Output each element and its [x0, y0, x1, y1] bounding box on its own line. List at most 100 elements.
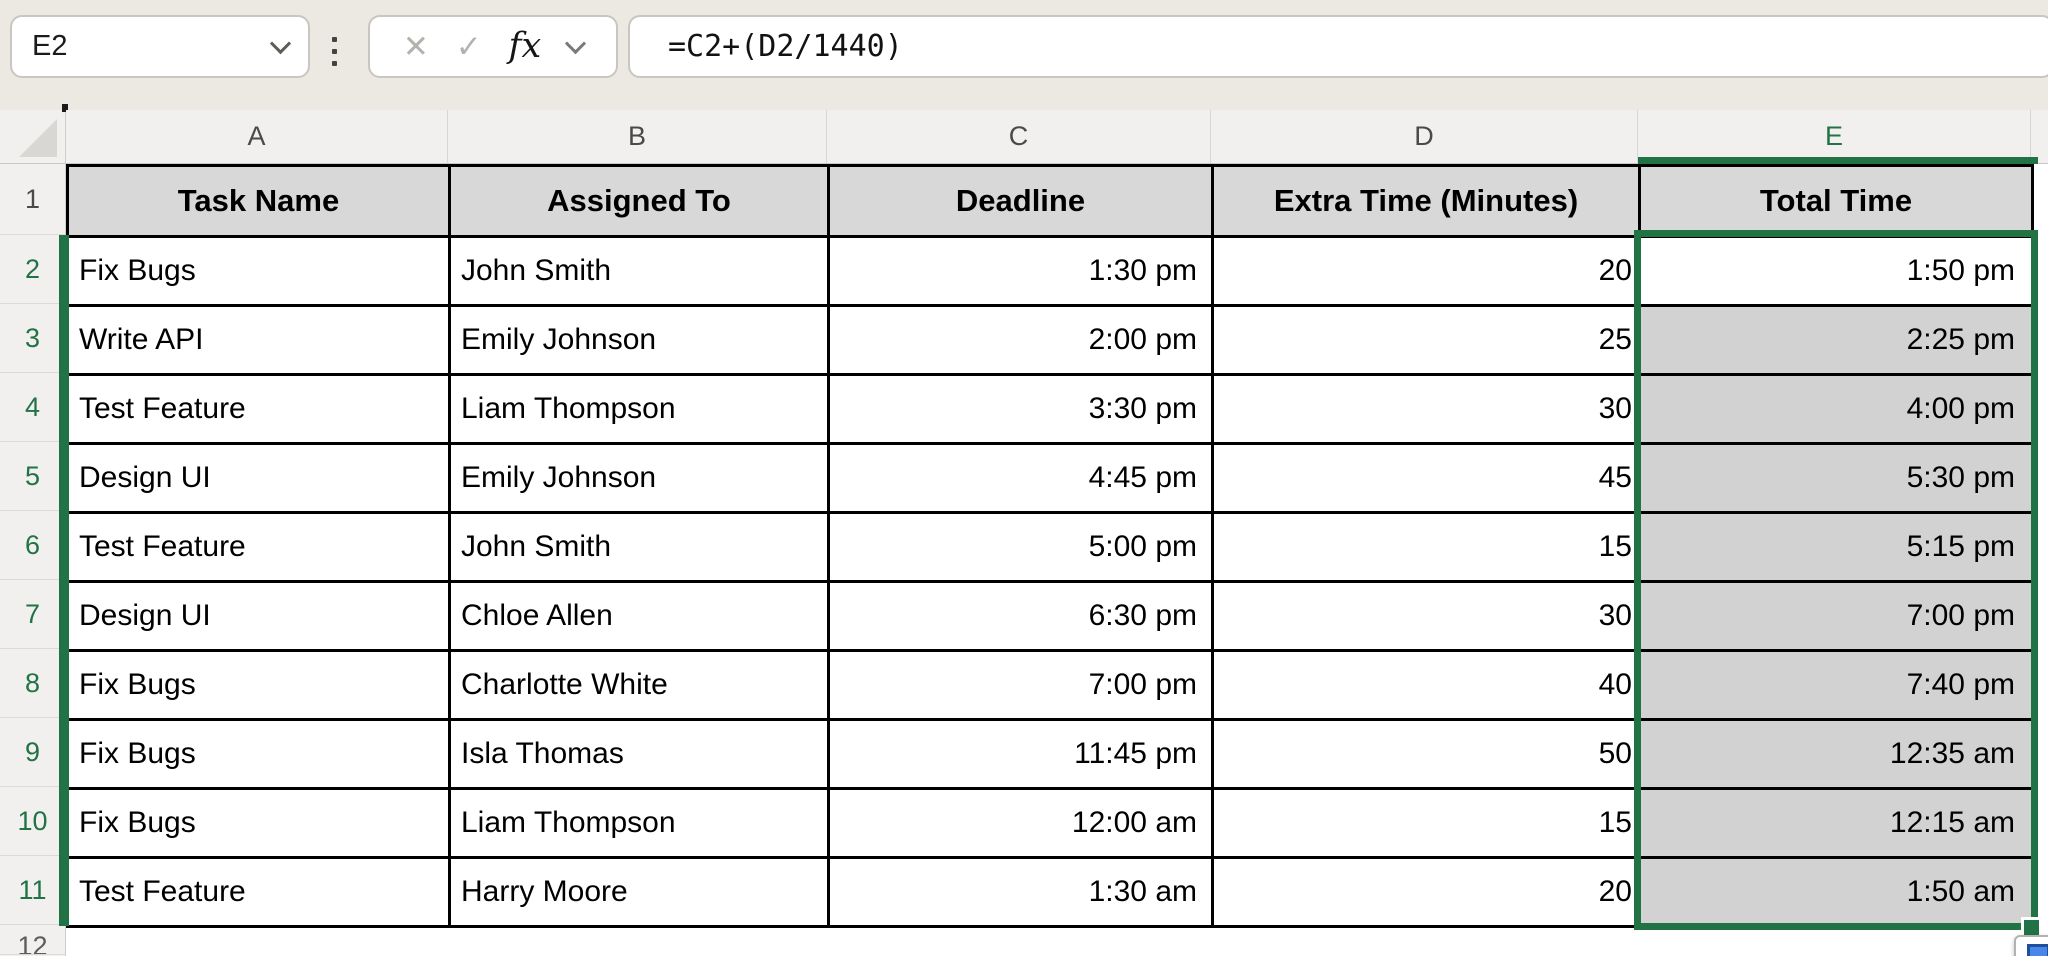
- cell-C6[interactable]: 5:00 pm: [827, 511, 1214, 583]
- name-box-value: E2: [32, 30, 68, 62]
- cell-E11[interactable]: 1:50 am: [1638, 856, 2034, 928]
- cell-C11[interactable]: 1:30 am: [827, 856, 1214, 928]
- table-row-2: Fix Bugs John Smith 1:30 pm 20 1:50 pm: [66, 235, 2034, 307]
- header-cell-D1[interactable]: Extra Time (Minutes): [1211, 164, 1641, 238]
- cell-C5[interactable]: 4:45 pm: [827, 442, 1214, 514]
- formula-text: =C2+(D2/1440): [668, 29, 903, 64]
- table-row-8: Fix Bugs Charlotte White 7:00 pm 40 7:40 pm: [66, 649, 2034, 721]
- row-header-12[interactable]: 12: [0, 925, 65, 955]
- function-chevron-icon[interactable]: [565, 33, 587, 55]
- cell-A3[interactable]: Write API: [66, 304, 451, 376]
- table-row-11: Test Feature Harry Moore 1:30 am 20 1:50 am: [66, 856, 2034, 928]
- row-header-3[interactable]: 3: [0, 304, 65, 373]
- cell-D9[interactable]: 50: [1211, 718, 1641, 790]
- cell-E10[interactable]: 12:15 am: [1638, 787, 2034, 859]
- cell-C3[interactable]: 2:00 pm: [827, 304, 1214, 376]
- selected-column-underline: [1638, 157, 2038, 164]
- row-header-4[interactable]: 4: [0, 373, 65, 442]
- cell-D6[interactable]: 15: [1211, 511, 1641, 583]
- cell-D3[interactable]: 25: [1211, 304, 1641, 376]
- row-header-6[interactable]: 6: [0, 511, 65, 580]
- cell-E2[interactable]: 1:50 pm: [1638, 235, 2034, 307]
- table-row-6: Test Feature John Smith 5:00 pm 15 5:15 pm: [66, 511, 2034, 583]
- cell-B9[interactable]: Isla Thomas: [448, 718, 830, 790]
- cell-B7[interactable]: Chloe Allen: [448, 580, 830, 652]
- cell-A10[interactable]: Fix Bugs: [66, 787, 451, 859]
- column-header-A[interactable]: A: [66, 110, 448, 163]
- autofill-options-button[interactable]: [2014, 935, 2048, 956]
- cell-C10[interactable]: 12:00 am: [827, 787, 1214, 859]
- row-header-5[interactable]: 5: [0, 442, 65, 511]
- cell-A8[interactable]: Fix Bugs: [66, 649, 451, 721]
- row-header-9[interactable]: 9: [0, 718, 65, 787]
- cell-B2[interactable]: John Smith: [448, 235, 830, 307]
- data-table: Task Name Assigned To Deadline Extra Time (…: [66, 164, 2034, 928]
- column-header-B[interactable]: B: [448, 110, 827, 163]
- column-header-D[interactable]: D: [1211, 110, 1638, 163]
- cell-D10[interactable]: 15: [1211, 787, 1641, 859]
- cell-B10[interactable]: Liam Thompson: [448, 787, 830, 859]
- insert-function-icon[interactable]: fx: [508, 26, 542, 66]
- row-header-2[interactable]: 2: [0, 235, 65, 304]
- cell-D4[interactable]: 30: [1211, 373, 1641, 445]
- cell-C2[interactable]: 1:30 pm: [827, 235, 1214, 307]
- header-cell-E1[interactable]: Total Time: [1638, 164, 2034, 238]
- cell-E7[interactable]: 7:00 pm: [1638, 580, 2034, 652]
- row-header-11[interactable]: 11: [0, 856, 65, 925]
- cell-D5[interactable]: 45: [1211, 442, 1641, 514]
- cell-E8[interactable]: 7:40 pm: [1638, 649, 2034, 721]
- name-box-chevron-icon[interactable]: [269, 33, 292, 55]
- cell-A4[interactable]: Test Feature: [66, 373, 451, 445]
- formula-bar-zone: E2 ✕ ✓ fx =C2+(D2/1440): [0, 0, 2048, 110]
- cell-E9[interactable]: 12:35 am: [1638, 718, 2034, 790]
- row-header-8[interactable]: 8: [0, 649, 65, 718]
- cell-A5[interactable]: Design UI: [66, 442, 451, 514]
- cell-B11[interactable]: Harry Moore: [448, 856, 830, 928]
- cell-B6[interactable]: John Smith: [448, 511, 830, 583]
- cell-A6[interactable]: Test Feature: [66, 511, 451, 583]
- cell-B8[interactable]: Charlotte White: [448, 649, 830, 721]
- column-header-E[interactable]: E: [1638, 110, 2031, 163]
- table-row-3: Write API Emily Johnson 2:00 pm 25 2:25 pm: [66, 304, 2034, 376]
- cell-A7[interactable]: Design UI: [66, 580, 451, 652]
- cursor-artifact: [62, 104, 68, 112]
- cell-A9[interactable]: Fix Bugs: [66, 718, 451, 790]
- table-row-9: Fix Bugs Isla Thomas 11:45 pm 50 12:35 am: [66, 718, 2034, 790]
- formula-input[interactable]: =C2+(D2/1440): [628, 15, 2048, 78]
- cell-B5[interactable]: Emily Johnson: [448, 442, 830, 514]
- cell-C4[interactable]: 3:30 pm: [827, 373, 1214, 445]
- enter-icon[interactable]: ✓: [455, 29, 482, 64]
- cancel-icon[interactable]: ✕: [402, 29, 429, 64]
- cell-C8[interactable]: 7:00 pm: [827, 649, 1214, 721]
- row-header-1[interactable]: 1: [0, 164, 65, 235]
- autofill-options-icon: [2027, 944, 2048, 956]
- header-cell-C1[interactable]: Deadline: [827, 164, 1214, 238]
- cell-D8[interactable]: 40: [1211, 649, 1641, 721]
- table-row-4: Test Feature Liam Thompson 3:30 pm 30 4:00 p…: [66, 373, 2034, 445]
- column-header-C[interactable]: C: [827, 110, 1211, 163]
- name-box[interactable]: E2: [10, 15, 310, 78]
- cell-A2[interactable]: Fix Bugs: [66, 235, 451, 307]
- cell-C9[interactable]: 11:45 pm: [827, 718, 1214, 790]
- cell-D2[interactable]: 20: [1211, 235, 1641, 307]
- row-header-7[interactable]: 7: [0, 580, 65, 649]
- cell-A11[interactable]: Test Feature: [66, 856, 451, 928]
- cell-B3[interactable]: Emily Johnson: [448, 304, 830, 376]
- cell-C7[interactable]: 6:30 pm: [827, 580, 1214, 652]
- select-all-button[interactable]: [0, 110, 66, 164]
- cell-E4[interactable]: 4:00 pm: [1638, 373, 2034, 445]
- cell-E6[interactable]: 5:15 pm: [1638, 511, 2034, 583]
- table-row-7: Design UI Chloe Allen 6:30 pm 30 7:00 pm: [66, 580, 2034, 652]
- header-cell-B1[interactable]: Assigned To: [448, 164, 830, 238]
- column-header-partial: [2031, 110, 2048, 163]
- header-cell-A1[interactable]: Task Name: [66, 164, 451, 238]
- cell-B4[interactable]: Liam Thompson: [448, 373, 830, 445]
- cell-D7[interactable]: 30: [1211, 580, 1641, 652]
- table-header-row: Task Name Assigned To Deadline Extra Time (…: [66, 164, 2034, 238]
- cell-E5[interactable]: 5:30 pm: [1638, 442, 2034, 514]
- cell-D11[interactable]: 20: [1211, 856, 1641, 928]
- cell-E3[interactable]: 2:25 pm: [1638, 304, 2034, 376]
- row-header-10[interactable]: 10: [0, 787, 65, 856]
